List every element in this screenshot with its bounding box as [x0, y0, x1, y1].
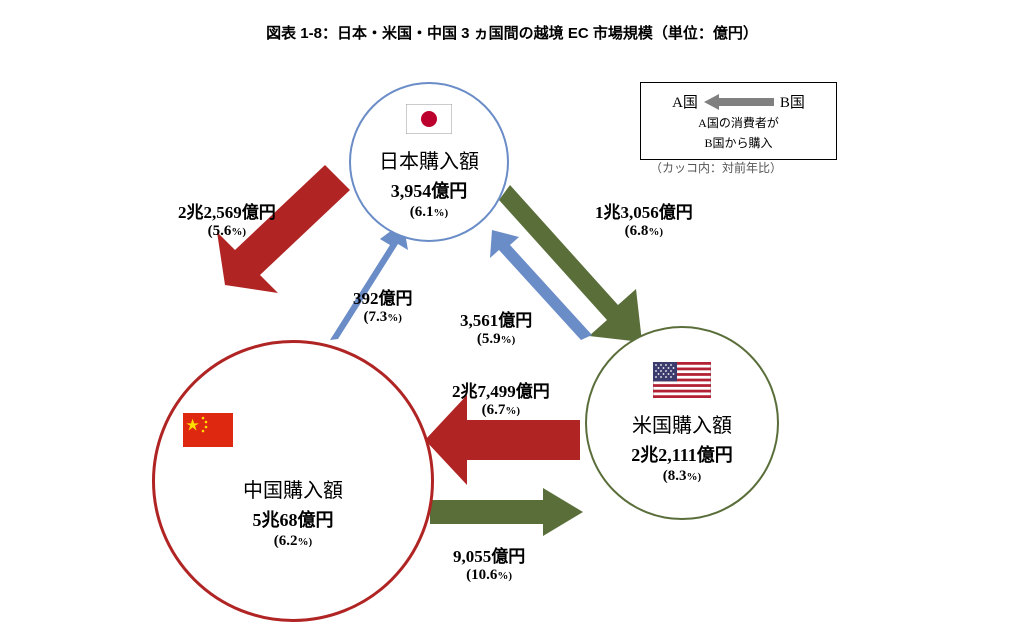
legend-a: A国	[672, 91, 698, 112]
node-usa: 米国購入額 2兆2,111億円 (8.3%)	[585, 326, 779, 520]
node-usa-label: 米国購入額	[632, 409, 732, 438]
legend-note: （カッコ内：対前年比）	[650, 159, 782, 176]
node-japan-pct: (6.1%)	[410, 204, 448, 221]
flow-arrows	[0, 0, 1024, 620]
legend-arrow-icon	[704, 94, 774, 110]
node-china-label: 中国購入額	[243, 474, 343, 503]
japan-flag-icon	[406, 104, 452, 139]
china-flag-icon	[183, 413, 233, 452]
legend-line2: B国から購入	[651, 136, 826, 152]
flow-label-us-to-jp: 3,561億円(5.9%)	[460, 311, 532, 348]
flow-label-us-to-cn: 2兆7,499億円(6.7%)	[452, 382, 550, 419]
legend-box: A国 B国 A国の消費者が B国から購入	[640, 82, 837, 160]
legend-b: B国	[780, 91, 805, 112]
node-china-value: 5兆68億円	[253, 506, 334, 532]
legend-line1: A国の消費者が	[651, 116, 826, 132]
node-china-pct: (6.2%)	[274, 533, 312, 550]
flow-label-jp-to-cn: 2兆2,569億円(5.6%)	[178, 203, 276, 240]
flow-label-jp-to-us: 1兆3,056億円(6.8%)	[595, 203, 693, 240]
flow-label-cn-to-jp: 392億円(7.3%)	[353, 289, 413, 326]
node-usa-value: 2兆2,111億円	[631, 441, 733, 467]
usa-flag-icon	[653, 362, 711, 403]
arrow-cn-to-us	[430, 488, 583, 536]
node-japan: 日本購入額 3,954億円 (6.1%)	[349, 82, 509, 242]
node-japan-label: 日本購入額	[379, 145, 479, 174]
node-china: 中国購入額 5兆68億円 (6.2%)	[152, 340, 434, 622]
figure-title: 図表 1-8：日本・米国・中国 3 ヵ国間の越境 EC 市場規模（単位：億円）	[0, 22, 1024, 43]
node-japan-value: 3,954億円	[391, 177, 468, 203]
node-usa-pct: (8.3%)	[663, 468, 701, 485]
flow-label-cn-to-us: 9,055億円(10.6%)	[453, 547, 525, 584]
diagram-canvas: 図表 1-8：日本・米国・中国 3 ヵ国間の越境 EC 市場規模（単位：億円） …	[0, 0, 1024, 620]
